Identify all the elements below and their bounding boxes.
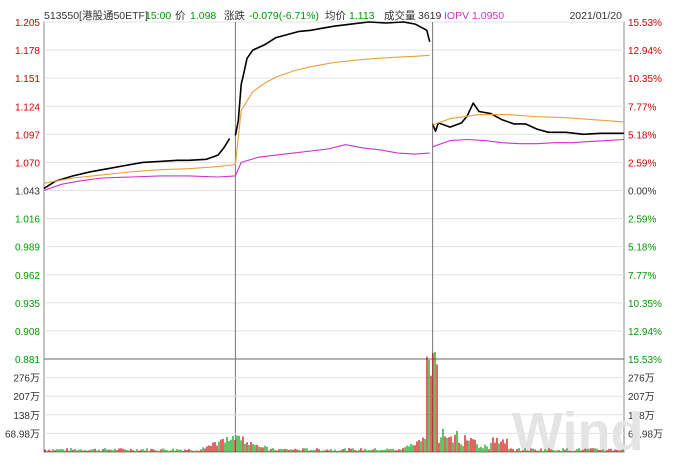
iopv-line [43,144,430,192]
right-tick-label: 5.18% [628,243,656,254]
volume-value: 3619 [418,10,442,22]
left-tick-label: 0.989 [15,243,40,254]
iopv-line [432,138,625,148]
change-value: -0.079(-6.71%) [249,10,319,22]
right-tick-label: 10.35% [628,74,662,85]
right-axis-ticks: 15.53% 12.94% 10.35% 7.77% 5.18% 2.59% 0.00% 2.… [628,18,662,366]
left-tick-label: 1.205 [15,18,40,29]
chart-header: 513550[港股通50ETF] 15:00 价 1.098 涨跌 -0.079… [44,9,622,22]
right-tick-label: 15.53% [628,18,662,29]
volume-tick-label: 68.98万 [628,429,663,440]
right-tick-label: 15.53% [628,355,662,366]
right-tick-label: 5.18% [628,130,656,141]
left-axis-ticks: 1.205 1.178 1.151 1.124 1.097 1.070 1.043 1.016… [15,18,40,366]
volume-tick-label: 276万 [13,374,40,385]
time-label: 15:00 [145,10,171,22]
volume-tick-label: 138万 [13,411,40,422]
volume-bars [44,352,624,452]
chart-grid [43,21,625,453]
right-tick-label: 7.77% [628,271,656,282]
right-tick-label: 2.59% [628,215,656,226]
left-tick-label: 1.016 [15,215,40,226]
left-tick-label: 1.070 [15,158,40,169]
volume-tick-label: 207万 [13,392,40,403]
price-line [234,21,431,136]
left-tick-label: 1.124 [15,102,40,113]
volume-tick-label: 68.98万 [5,429,40,440]
right-tick-label: 7.77% [628,102,656,113]
price-value: 1.098 [190,10,216,22]
price-line [431,102,624,136]
price-label: 价 [175,10,186,22]
avg-price-label: 均价 [325,10,346,22]
volume-axis-ticks-left: 276万 207万 138万 68.98万 [5,374,40,441]
price-series-group [43,21,625,192]
avg-line [432,114,625,126]
security-code-name: 513550[港股通50ETF] [44,10,148,22]
left-tick-label: 1.097 [15,130,40,141]
iopv-label: IOPV [444,10,469,22]
left-tick-label: 1.178 [15,46,40,57]
change-label: 涨跌 [224,9,245,22]
volume-label: 成交量 [384,9,416,22]
left-tick-label: 1.043 [15,187,40,198]
volume-tick-label: 138万 [628,411,655,422]
left-tick-label: 0.962 [15,271,40,282]
right-tick-label: 12.94% [628,46,662,57]
left-tick-label: 0.908 [15,327,40,338]
left-tick-label: 0.881 [15,355,40,366]
volume-tick-label: 276万 [628,374,655,385]
iopv-value: 1.0950 [472,10,504,22]
right-tick-label: 0.00% [628,187,656,198]
chart-date: 2021/01/20 [569,10,622,22]
left-tick-label: 0.935 [15,299,40,310]
price-line [43,138,231,190]
chart-frame [43,21,625,453]
right-tick-label: 12.94% [628,327,662,338]
wind-watermark: Wind [512,402,643,462]
volume-axis-ticks-right: 276万 207万 138万 68.98万 [628,374,663,441]
avg-line [43,54,430,184]
right-tick-label: 2.59% [628,158,656,169]
volume-tick-label: 207万 [628,392,655,403]
left-tick-label: 1.151 [15,74,40,85]
avg-price-value: 1.113 [349,10,375,22]
right-tick-label: 10.35% [628,299,662,310]
